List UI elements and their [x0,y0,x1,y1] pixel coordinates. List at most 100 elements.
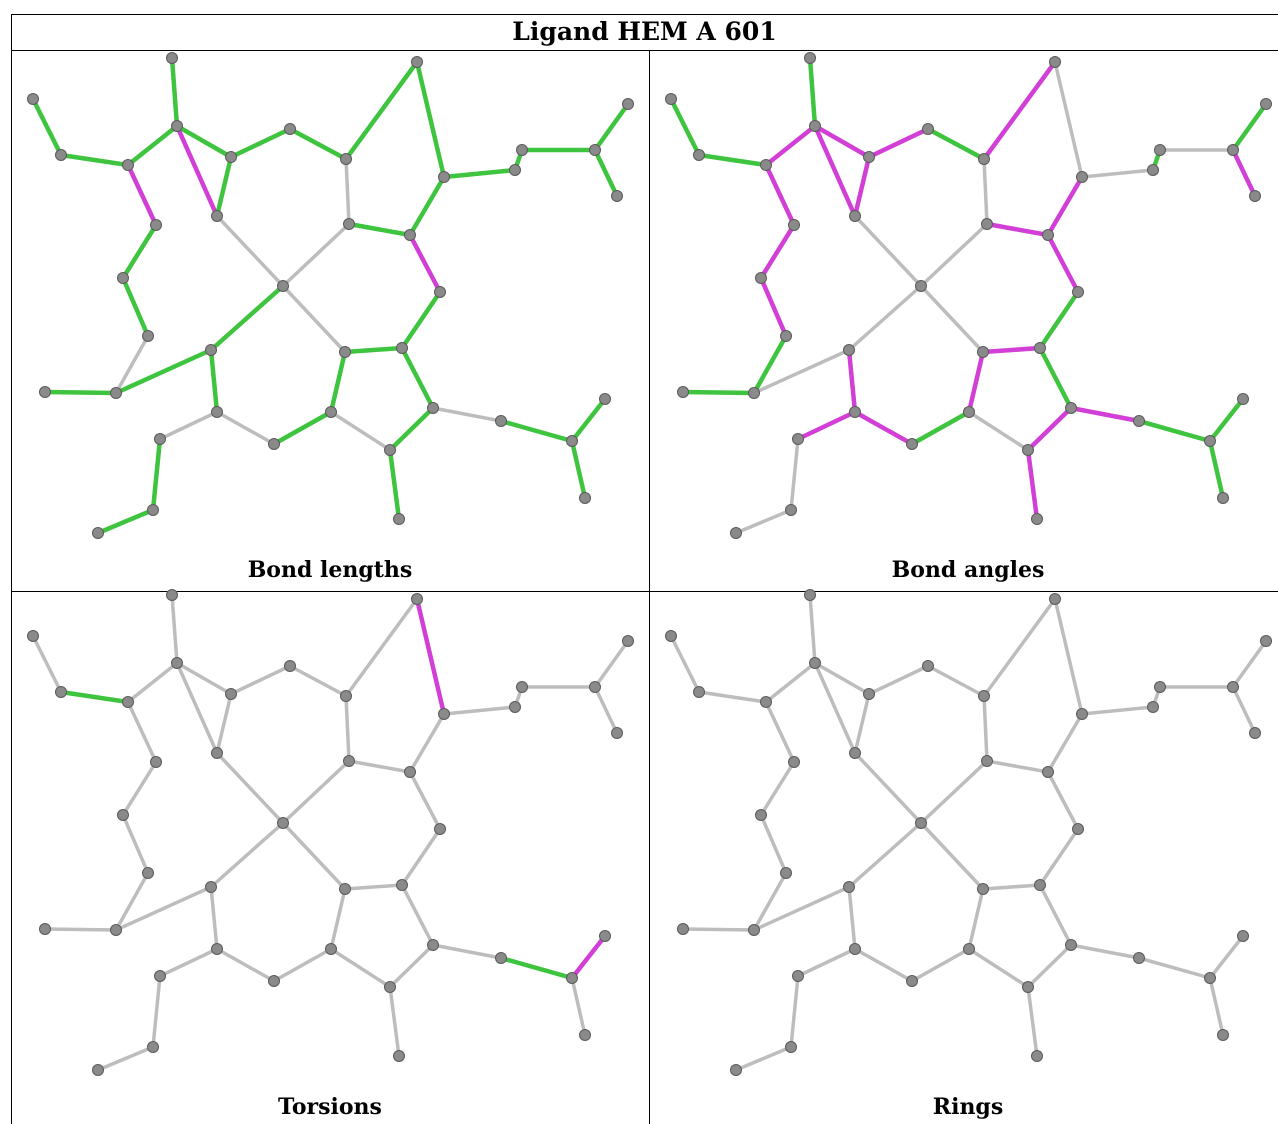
bond [95,507,156,536]
atom [611,727,623,739]
atom [1049,56,1061,68]
bond [408,712,446,774]
atom [340,153,352,165]
bond [812,123,858,219]
atom [981,755,993,767]
bond [158,410,219,441]
atom [147,504,159,516]
bond [442,705,517,716]
molecule-panel-1 [27,52,634,539]
atom [434,286,446,298]
atom [154,433,166,445]
atom [599,930,611,942]
atom [579,1029,591,1041]
atom [225,151,237,163]
atom [863,688,875,700]
atom [404,229,416,241]
bond [121,813,150,875]
bond [114,885,213,932]
atom [55,149,67,161]
grid-line-center [649,50,650,1124]
bond [498,955,575,981]
atom [978,153,990,165]
atom [117,809,129,821]
atom [792,970,804,982]
bond [763,162,797,228]
bond [1207,396,1246,444]
bond [967,887,985,951]
bond [126,661,179,704]
atom [1022,981,1034,993]
atom [1042,766,1054,778]
bond [215,947,276,983]
bond [329,410,392,452]
atom [748,387,760,399]
atom [760,696,772,708]
bond [847,284,923,352]
bond [1137,956,1212,980]
atom [849,406,861,418]
bond [1207,438,1226,501]
bond [752,885,851,932]
atom [785,504,797,516]
atom [211,406,223,418]
bond [867,664,930,696]
atom [677,386,689,398]
bond [981,59,1058,162]
atom [1076,171,1088,183]
bond [569,933,608,981]
bond [158,947,219,978]
bond [813,661,871,696]
atom [693,149,705,161]
atom [284,123,296,135]
bond [1046,770,1080,831]
atom [978,690,990,702]
atom [1154,144,1166,156]
atom [1204,972,1216,984]
atom [1133,415,1145,427]
bond [592,101,631,153]
bond [1053,60,1084,179]
bond [272,947,333,983]
atom [599,393,611,405]
atom [55,686,67,698]
atom [340,690,352,702]
bond [1231,639,1268,689]
atom [1072,286,1084,298]
bond [1136,418,1213,444]
bond [967,947,1030,989]
atom [495,952,507,964]
atom [915,817,927,829]
atom [693,686,705,698]
bond [984,221,1051,238]
bond [764,700,796,764]
atom [211,747,223,759]
bond [909,409,972,447]
bond [1026,985,1039,1058]
atom [384,444,396,456]
atom [411,593,423,605]
bond [1231,685,1257,735]
atom [1072,823,1084,835]
atom [1042,229,1054,241]
atom [849,210,861,222]
atom [92,527,104,539]
atom [863,151,875,163]
atom [1076,708,1088,720]
atom [122,159,134,171]
atom [849,943,861,955]
atom [277,817,289,829]
bond [329,947,392,989]
atom [780,867,792,879]
atom [1133,952,1145,964]
atom [963,406,975,418]
atom [622,98,634,110]
bond [215,214,285,288]
bond [346,221,413,238]
bond [1038,827,1080,887]
atom [404,766,416,778]
atom [809,120,821,132]
atom [755,272,767,284]
atom [27,93,39,105]
